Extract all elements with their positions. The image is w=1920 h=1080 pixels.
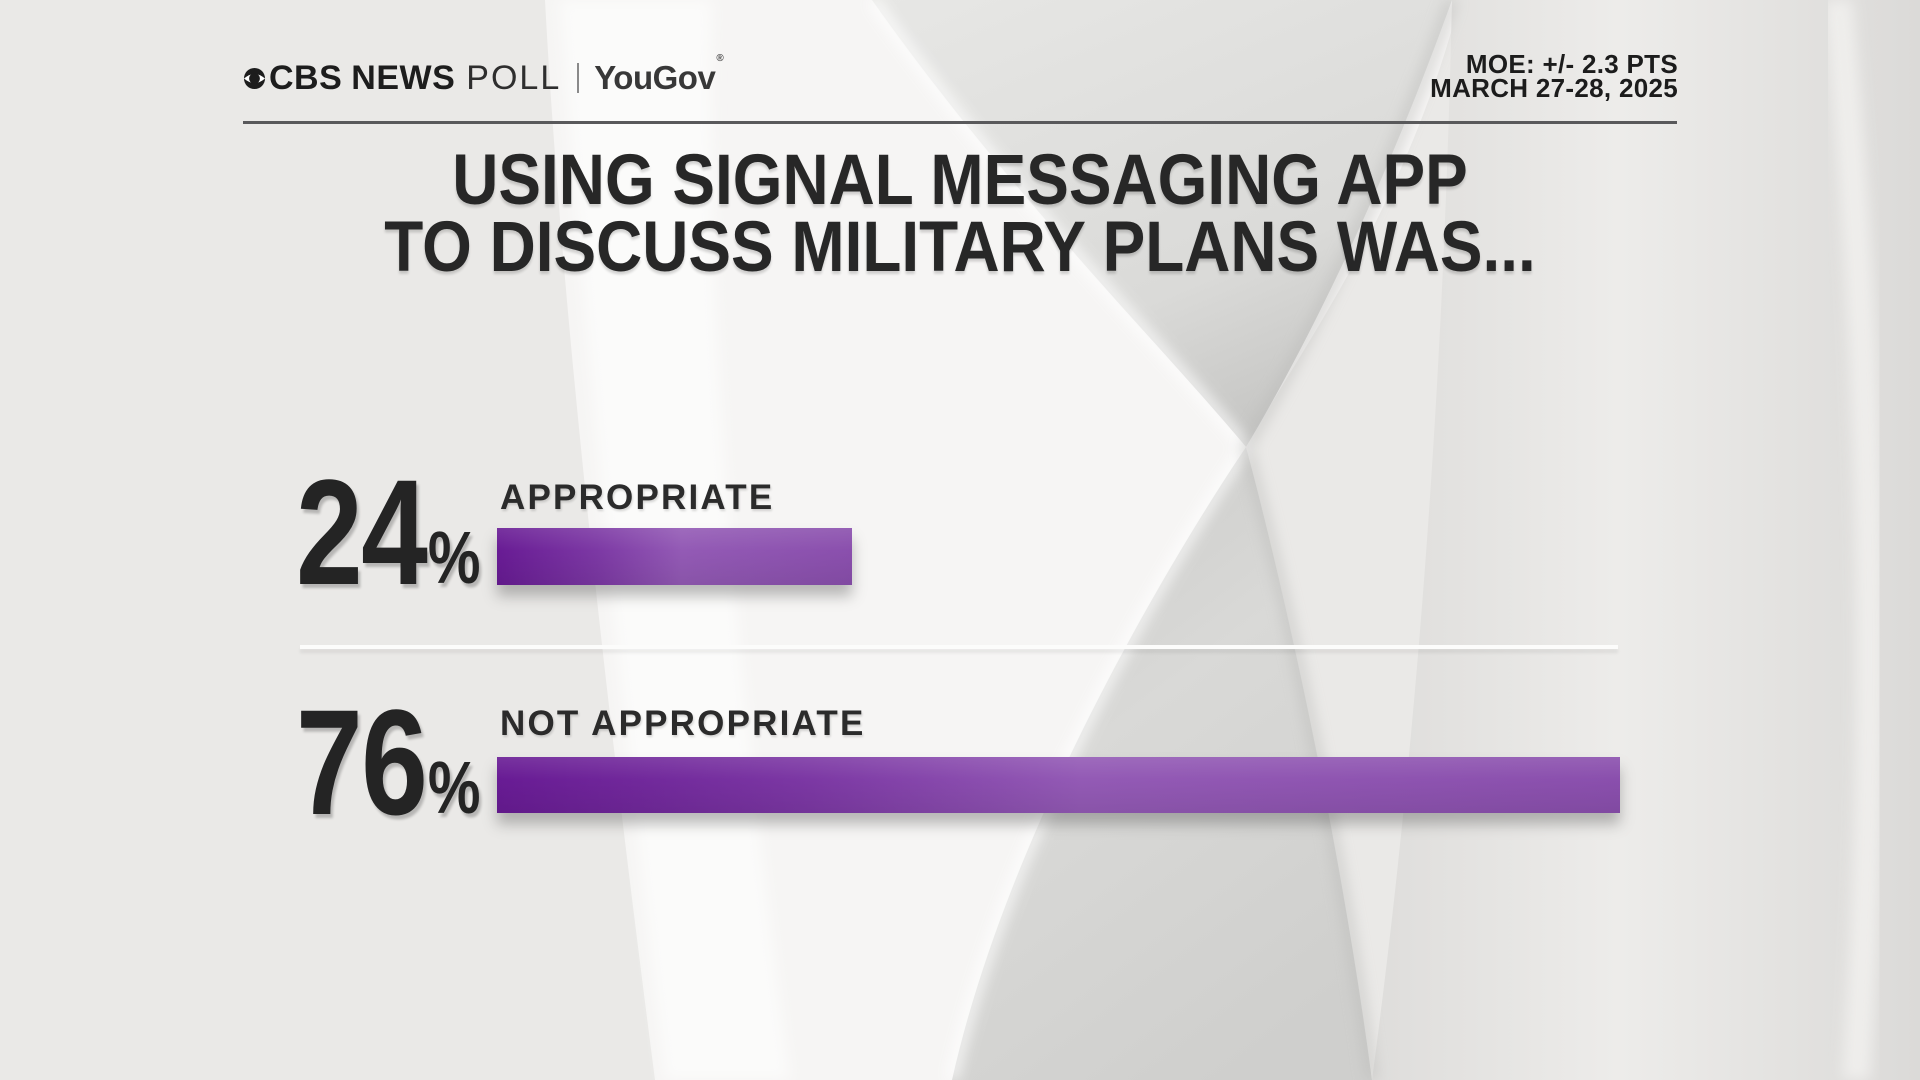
value-not-appropriate: 76 %	[296, 687, 481, 837]
header-rule	[243, 121, 1677, 124]
label-not-appropriate: NOT APPROPRIATE	[500, 704, 866, 743]
value-appropriate-number: 24	[296, 448, 428, 616]
moe-block: MOE: +/- 2.3 PTS MARCH 27-28, 2025	[1430, 49, 1678, 103]
row-divider	[300, 645, 1618, 649]
cbs-eye-icon	[243, 67, 266, 90]
brand-divider	[577, 63, 580, 93]
chart-title-line2: TO DISCUSS MILITARY PLANS WAS...	[384, 208, 1536, 287]
chart-title: USING SIGNAL MESSAGING APP TO DISCUSS MI…	[96, 141, 1824, 287]
bar-appropriate	[497, 528, 852, 585]
brand-news: NEWS	[351, 58, 456, 97]
percent-sign: %	[427, 746, 481, 829]
bar-not-appropriate	[497, 757, 1620, 813]
brand-yougov: YouGov®	[594, 53, 724, 96]
brand-poll: POLL	[466, 58, 562, 97]
value-appropriate: 24 %	[296, 457, 481, 607]
value-not-appropriate-number: 76	[296, 678, 428, 846]
moe-line: MOE: +/- 2.3 PTS	[1465, 49, 1678, 79]
chart-title-line1: USING SIGNAL MESSAGING APP	[452, 141, 1468, 220]
registered-mark: ®	[716, 53, 724, 64]
label-appropriate: APPROPRIATE	[500, 478, 775, 517]
percent-sign: %	[427, 516, 481, 599]
date-line: MARCH 27-28, 2025	[1430, 73, 1678, 103]
brand-cbs: CBS	[269, 58, 343, 97]
brand-lockup: CBS NEWS POLL YouGov®	[243, 53, 724, 98]
